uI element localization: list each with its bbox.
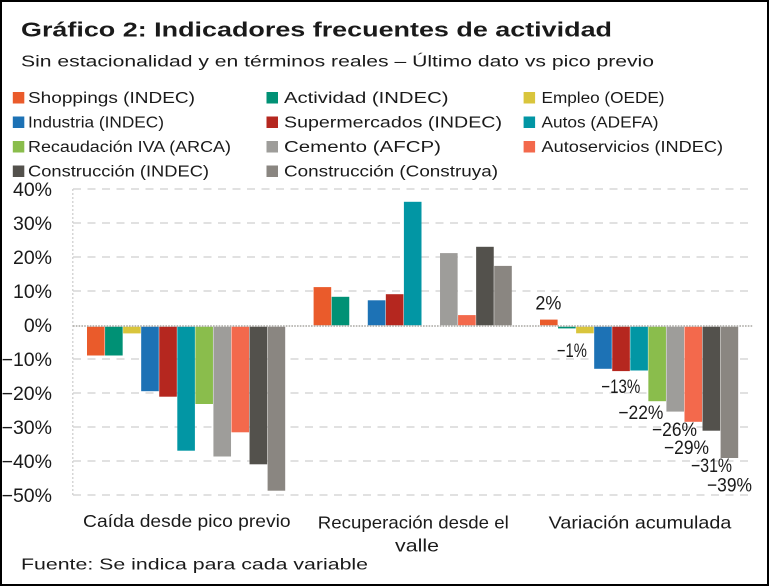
svg-text:Variación acumulada: Variación acumulada: [549, 513, 732, 533]
svg-text:0%: 0%: [24, 315, 52, 337]
svg-text:−26%: −26%: [652, 419, 697, 441]
svg-text:−1%: −1%: [557, 340, 587, 362]
svg-text:Recuperación desde el: Recuperación desde el: [318, 513, 509, 533]
svg-text:Shoppings (INDEC): Shoppings (INDEC): [28, 90, 195, 107]
svg-text:Construcción (INDEC): Construcción (INDEC): [28, 164, 209, 181]
svg-text:40%: 40%: [13, 179, 52, 201]
svg-text:30%: 30%: [13, 213, 52, 235]
svg-text:20%: 20%: [13, 247, 52, 269]
svg-text:Supermercados (INDEC): Supermercados (INDEC): [284, 115, 502, 132]
svg-text:Caída desde pico previo: Caída desde pico previo: [83, 511, 291, 531]
svg-text:−50%: −50%: [2, 485, 52, 507]
svg-text:Empleo (OEDE): Empleo (OEDE): [542, 90, 665, 107]
svg-text:−31%: −31%: [691, 455, 732, 477]
svg-text:Gráfico 2: Indicadores frecuen: Gráfico 2: Indicadores frecuentes de act…: [21, 20, 612, 42]
svg-text:Fuente: Se indica para cada va: Fuente: Se indica para cada variable: [21, 557, 368, 574]
svg-text:Actividad (INDEC): Actividad (INDEC): [284, 90, 449, 107]
svg-text:Autos (ADEFA): Autos (ADEFA): [542, 115, 659, 132]
svg-text:Recaudación IVA (ARCA): Recaudación IVA (ARCA): [28, 139, 231, 156]
svg-text:Sin estacionalidad y en términ: Sin estacionalidad y en términos reales …: [21, 53, 654, 70]
svg-text:−30%: −30%: [2, 417, 52, 439]
svg-text:−39%: −39%: [707, 475, 752, 497]
svg-text:Industria (INDEC): Industria (INDEC): [28, 115, 164, 132]
svg-text:Autoservicios (INDEC): Autoservicios (INDEC): [542, 139, 724, 156]
svg-text:−22%: −22%: [618, 402, 663, 424]
svg-text:−29%: −29%: [664, 437, 709, 459]
svg-text:10%: 10%: [13, 281, 52, 303]
svg-text:−13%: −13%: [601, 376, 640, 398]
svg-text:Construcción (Construya): Construcción (Construya): [284, 164, 498, 181]
svg-text:valle: valle: [395, 536, 439, 556]
svg-text:Cemento (AFCP): Cemento (AFCP): [284, 139, 441, 156]
svg-text:−40%: −40%: [2, 451, 52, 473]
svg-text:−20%: −20%: [2, 383, 52, 405]
svg-text:−10%: −10%: [2, 349, 52, 371]
svg-text:2%: 2%: [535, 293, 561, 315]
